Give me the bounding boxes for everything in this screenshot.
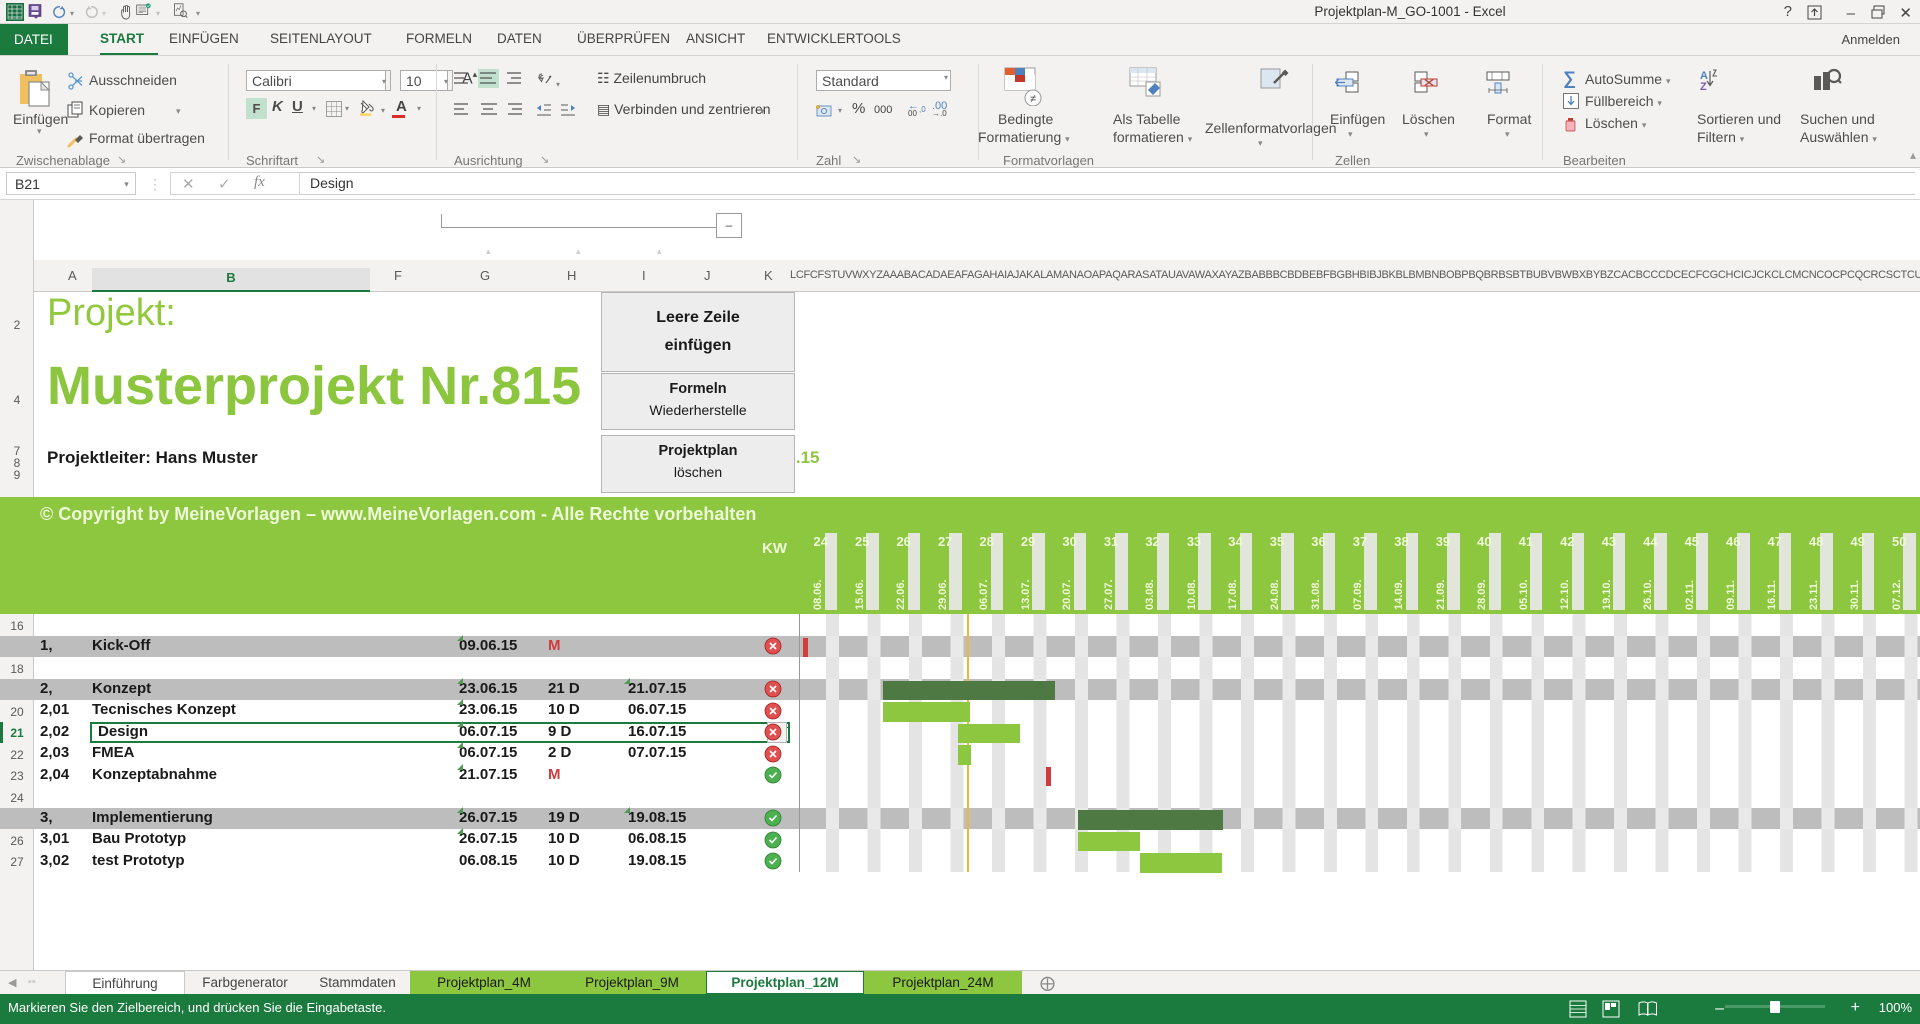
svg-text:≠: ≠ — [1030, 93, 1036, 105]
svg-text:Z: Z — [1700, 81, 1707, 90]
